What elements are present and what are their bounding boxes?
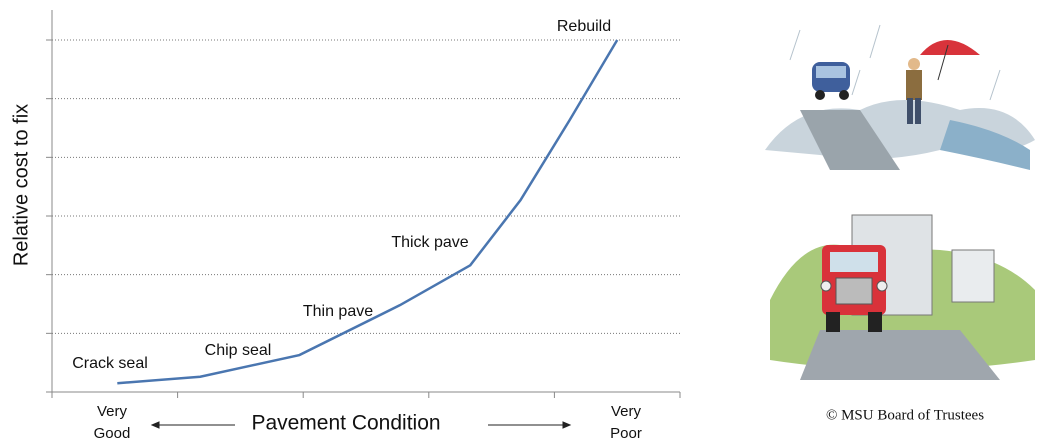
illustration-rain [765,24,1035,170]
annotation: Rebuild [557,18,611,35]
line [117,39,619,385]
x-right-label: Poor [610,425,642,442]
annotation: Thin pave [303,303,373,320]
x-axis-label: Pavement Condition [251,412,440,435]
annotation: Thick pave [391,234,468,251]
x-left-label: Good [94,425,131,442]
arrows [150,421,572,429]
credit: © MSU Board of Trustees [826,407,984,423]
x-right-label: Very [611,403,642,420]
annotation: Crack seal [72,355,148,372]
y-axis-label: Relative cost to fix [10,104,32,266]
illustration-truck [770,214,1035,380]
x-left-label: Very [97,403,128,420]
annotation: Chip seal [205,342,272,359]
